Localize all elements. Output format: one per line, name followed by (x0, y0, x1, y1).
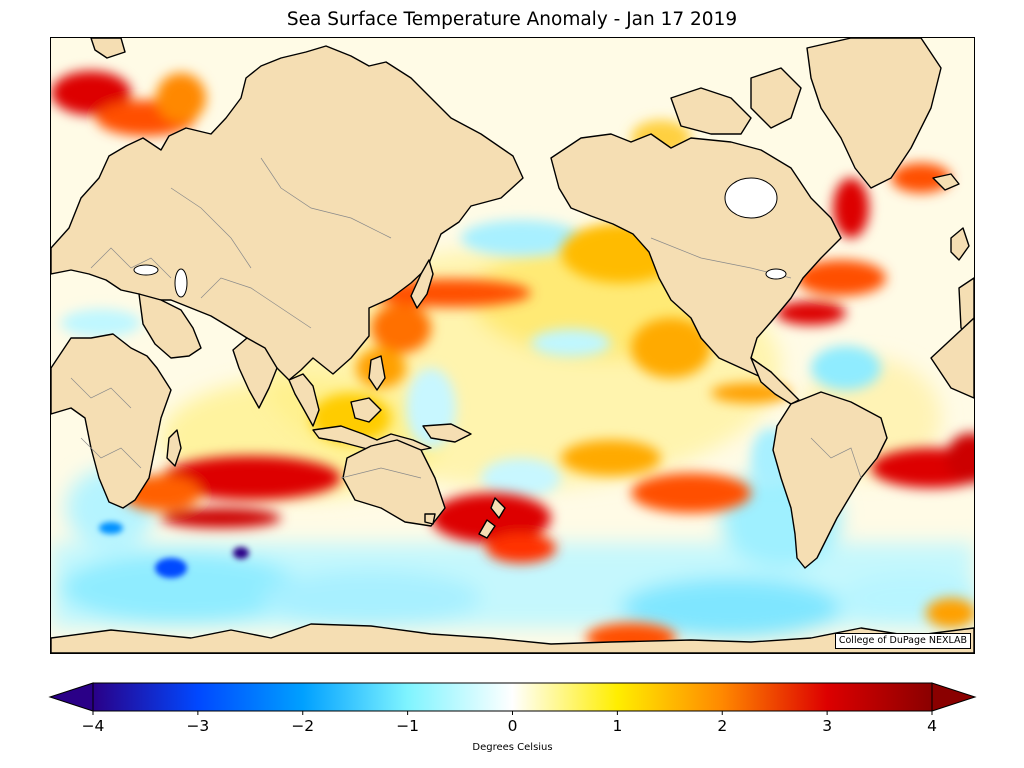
sst-anomaly-map[interactable]: College of DuPage NEXLAB (50, 37, 975, 654)
colorbar-tick-label: 4 (927, 717, 937, 735)
country-borders (70, 157, 862, 479)
canadian-archipelago (670, 87, 752, 135)
australia (342, 439, 446, 527)
new-guinea (422, 423, 472, 443)
black-sea (133, 264, 159, 276)
colorbar-gradient (92, 682, 933, 712)
great-lakes (765, 268, 787, 280)
colorbar-tick-label: −4 (81, 717, 105, 735)
inland-water (133, 177, 787, 298)
southeast-asia (288, 373, 320, 427)
india (232, 337, 278, 409)
colorbar-tick-label: −1 (396, 717, 420, 735)
credit-label: College of DuPage NEXLAB (834, 633, 971, 649)
africa (51, 333, 172, 509)
tasmania (424, 513, 436, 525)
cold-eddy (99, 522, 249, 578)
british-isles (950, 227, 970, 261)
map-title: Sea Surface Temperature Anomaly - Jan 17… (286, 9, 738, 30)
svalbard (90, 38, 126, 59)
warm-anomalies (51, 71, 974, 653)
map-canvas (51, 38, 974, 653)
hudson-bay (724, 177, 778, 219)
baffin-island (750, 67, 802, 129)
japan (410, 259, 434, 309)
caspian-sea (174, 268, 188, 298)
south-america (772, 391, 888, 569)
colorbar-tick-label: 2 (717, 717, 728, 735)
southern-ocean-cool-belt (51, 468, 974, 638)
anomaly-field (51, 38, 974, 653)
colorbar-unit-label: Degrees Celsius (472, 742, 553, 753)
borneo (350, 397, 382, 423)
new-zealand (478, 497, 506, 539)
arabia (138, 293, 202, 359)
greenland (806, 38, 942, 189)
colorbar: −4 −3 −2 −1 0 1 2 3 4 Degrees Celsius (48, 681, 977, 761)
iceland (932, 173, 960, 191)
colorbar-tick-label: 0 (507, 717, 518, 735)
colorbar-bar (48, 682, 977, 715)
africa-east-edge (930, 317, 974, 399)
colorbar-tick-label: −2 (291, 717, 315, 735)
colorbar-tick-label: −3 (186, 717, 210, 735)
colorbar-extend-low (48, 682, 94, 712)
madagascar (166, 429, 182, 467)
colorbar-tick-label: 1 (612, 717, 623, 735)
colorbar-tick-label: 3 (822, 717, 833, 735)
eurasia (51, 45, 524, 381)
philippines (368, 355, 386, 391)
colorbar-extend-high (931, 682, 977, 712)
